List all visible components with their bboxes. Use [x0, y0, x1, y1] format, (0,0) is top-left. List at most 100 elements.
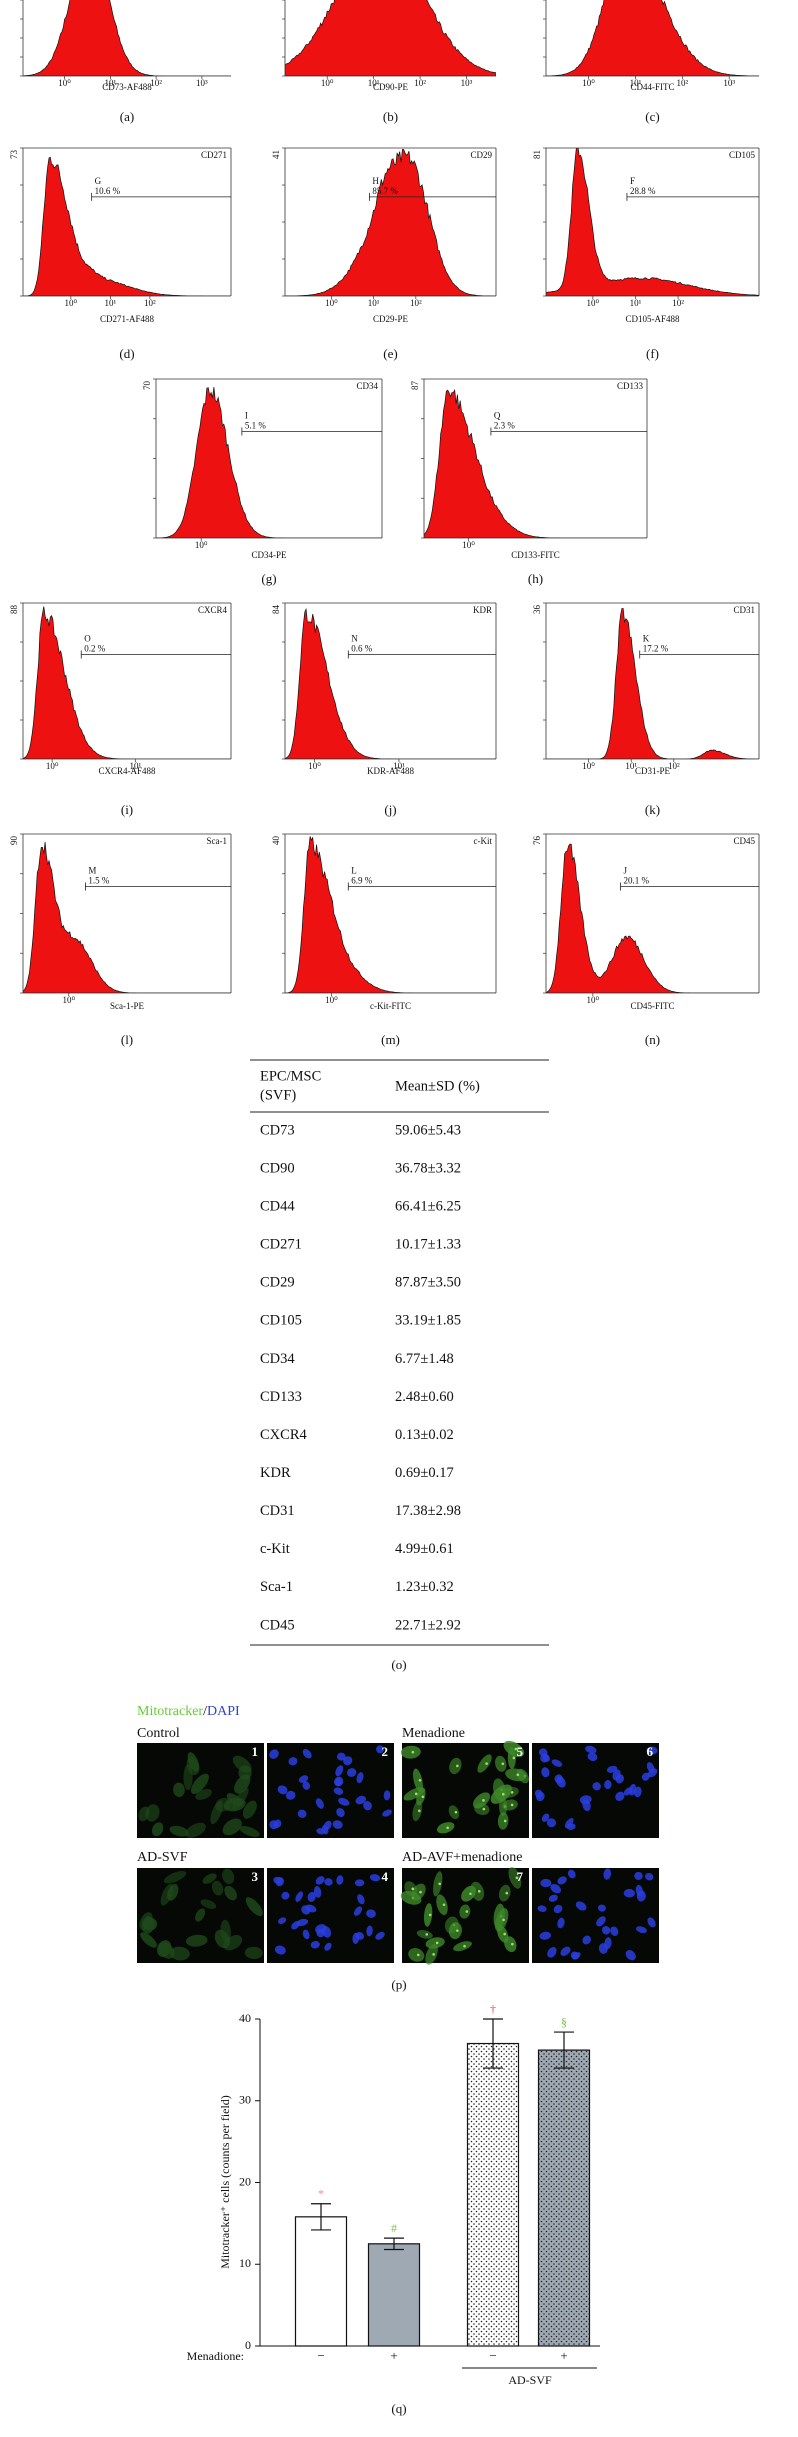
nucleus — [269, 1749, 279, 1759]
cell — [502, 1799, 518, 1811]
cell — [200, 1899, 217, 1909]
bar-texture — [538, 2050, 590, 2346]
speck — [421, 1795, 425, 1799]
speck — [416, 1953, 420, 1957]
table-cell: 6.77±1.48 — [395, 1351, 454, 1367]
cell — [453, 1941, 472, 1952]
x-tick-label: 10² — [676, 78, 688, 88]
x-tick-label: 10³ — [723, 78, 735, 88]
nucleus — [355, 1795, 367, 1805]
gate-name: Q — [494, 411, 501, 421]
x-tick-label: 10¹ — [393, 761, 405, 771]
nucleus — [557, 1917, 565, 1929]
x-axis-label: CD271-AF488 — [100, 314, 155, 324]
nucleus — [596, 1916, 606, 1927]
image-number: 6 — [647, 1744, 654, 1759]
image-group-label: Menadione — [402, 1726, 465, 1741]
table-cell: 0.69±0.17 — [395, 1465, 454, 1481]
significance-mark: § — [561, 2015, 567, 2029]
nucleus — [567, 1869, 576, 1879]
cell — [239, 1826, 260, 1837]
cell — [232, 1787, 249, 1810]
marker-name: CD34 — [356, 381, 378, 391]
cell — [497, 1812, 509, 1830]
histogram-curve — [285, 149, 496, 296]
speck — [511, 1942, 514, 1946]
x-tick-label: 10⁰ — [65, 298, 78, 308]
cell — [190, 1773, 209, 1794]
title-blue: DAPI — [207, 1704, 240, 1719]
x-tick-label: 10² — [672, 298, 684, 308]
table-cell: CD31 — [260, 1503, 295, 1519]
speck — [418, 1778, 422, 1782]
cell — [186, 1756, 200, 1776]
nucleus — [604, 1780, 612, 1790]
table-cell: CD90 — [260, 1160, 295, 1176]
x-tick-label: 10⁰ — [58, 78, 71, 88]
error-bar — [311, 2203, 331, 2231]
gate-name: K — [643, 634, 650, 644]
cell — [215, 1797, 231, 1812]
speck — [485, 1762, 488, 1765]
x-tick-label: 10² — [414, 78, 426, 88]
cell — [436, 1894, 448, 1916]
panel-label: (c) — [645, 109, 659, 124]
marker-name: CXCR4 — [198, 605, 228, 615]
y-tick-label: 10 — [239, 2256, 251, 2270]
speck — [428, 1913, 432, 1917]
image-number: 7 — [517, 1869, 524, 1884]
nucleus — [297, 1809, 307, 1818]
x-axis-label: CD34-PE — [251, 550, 287, 560]
cell — [508, 1866, 522, 1889]
speck — [456, 1929, 459, 1932]
gate-name: O — [84, 634, 91, 644]
error-bar — [483, 2018, 503, 2069]
nucleus — [346, 1768, 357, 1777]
cell — [449, 1757, 462, 1775]
nucleus — [598, 1943, 608, 1954]
table-cell: CD133 — [260, 1389, 302, 1405]
histogram-panel: 10⁰ CD133-FITC (h) 87 CD133 Q2.3 % — [410, 378, 648, 586]
nucleus — [606, 1765, 618, 1773]
y-max-label: 90 — [9, 836, 19, 846]
speck — [516, 1773, 520, 1777]
cell — [151, 1822, 164, 1837]
nucleus — [275, 1877, 284, 1887]
nucleus — [615, 1774, 624, 1784]
histogram-curve — [546, 843, 759, 993]
table-cell: 36.78±3.32 — [395, 1160, 461, 1176]
histogram-panel: 10⁰ 10¹ 10² 10³ CD73-AF488 (a) — [20, 0, 231, 124]
marker-name: CD105 — [729, 150, 756, 160]
nucleus — [553, 1904, 563, 1914]
nucleus — [564, 1818, 574, 1829]
nucleus — [644, 1872, 654, 1881]
cell — [495, 1755, 507, 1772]
nucleus — [321, 1825, 329, 1835]
speck — [482, 1799, 485, 1802]
table-cell: CD44 — [260, 1199, 295, 1215]
nucleus — [336, 1752, 346, 1761]
x-tick-label: 10⁰ — [308, 761, 321, 771]
bar — [367, 2243, 421, 2347]
x-tick-label: 10¹ — [105, 78, 117, 88]
cell — [167, 1883, 179, 1901]
image-number: 5 — [517, 1744, 524, 1759]
speck — [411, 1750, 415, 1754]
speck — [510, 1803, 514, 1807]
nucleus — [338, 1797, 350, 1806]
x-axis-label: KDR-AF488 — [367, 766, 415, 776]
speck — [482, 1807, 486, 1811]
gate-name: H — [372, 176, 379, 186]
x-tick-label: 10¹ — [368, 78, 380, 88]
panel-label: (j) — [384, 802, 396, 817]
group-label: AD-SVF — [508, 2373, 552, 2387]
x-axis-label: CD31-PE — [635, 766, 671, 776]
panel-label: (h) — [528, 571, 543, 586]
gate-name: M — [88, 866, 96, 876]
panel-label: (f) — [646, 346, 659, 361]
gate-percent: 6.9 % — [351, 876, 373, 886]
x-tick-label: 10¹ — [630, 78, 642, 88]
speck — [514, 1747, 518, 1751]
